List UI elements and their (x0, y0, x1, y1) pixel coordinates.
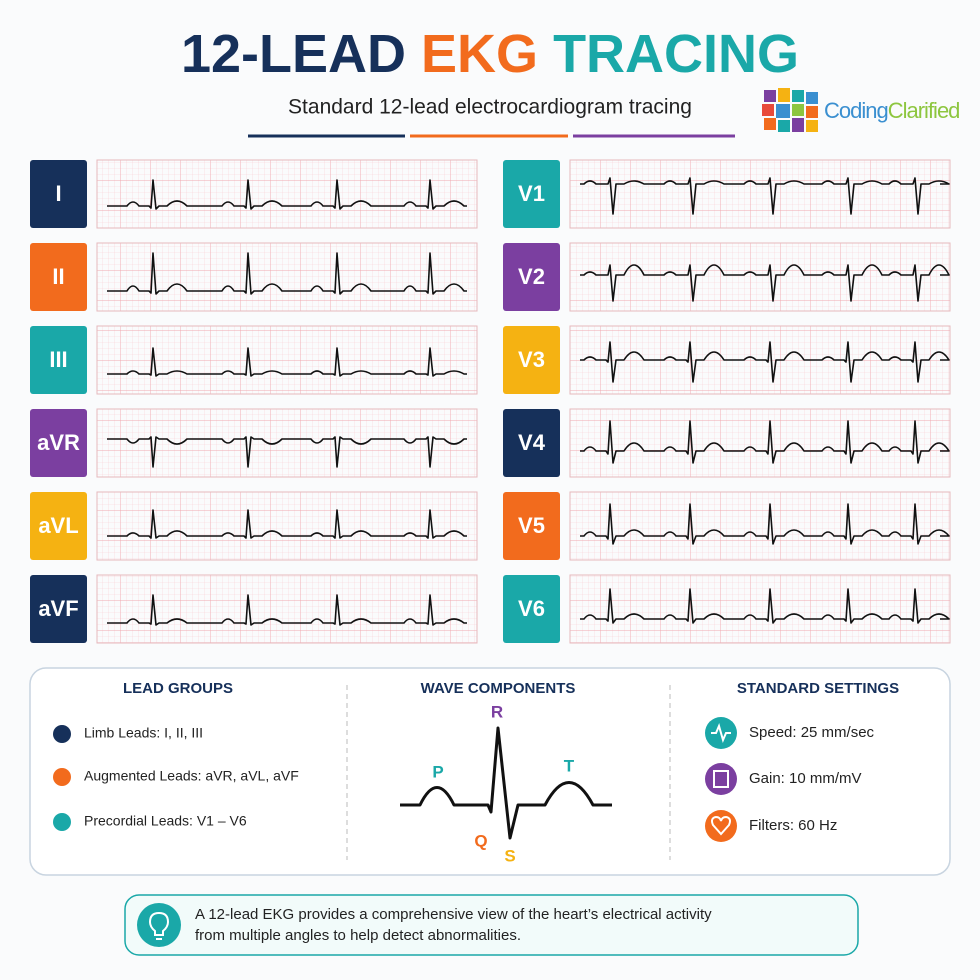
ekg-trace (580, 420, 950, 464)
section-title: LEAD GROUPS (123, 680, 233, 697)
title-part: 12-LEAD (181, 24, 406, 84)
logo-text: CodingClarified (824, 98, 959, 123)
ekg-trace (107, 594, 467, 626)
lead-label: aVL (38, 513, 78, 538)
lead-label-box (503, 492, 560, 560)
ekg-trace (107, 179, 467, 210)
lead-label: V1 (518, 181, 545, 206)
ekg-grid (96, 574, 478, 644)
lead-label: V6 (518, 596, 545, 621)
lead-label-box (30, 160, 87, 228)
setting-icon (705, 810, 737, 842)
footer-box (124, 894, 859, 956)
title-part: TRACING (553, 24, 799, 84)
wave-label: S (504, 846, 515, 865)
wave-label: R (491, 702, 503, 721)
lead-label-box (30, 243, 87, 311)
ekg-grid (569, 408, 951, 478)
ekg-trace (580, 264, 950, 302)
icon-glyph (148, 911, 170, 940)
lead-label-box (503, 575, 560, 643)
lead-label: V2 (518, 264, 545, 289)
lead-label-box (503, 160, 560, 228)
group-dot (53, 725, 71, 743)
ekg-grid (569, 242, 951, 312)
ekg-trace (107, 509, 467, 539)
setting-item: Gain: 10 mm/mV (749, 770, 862, 787)
ekg-trace (580, 341, 950, 383)
logo-part: Clarified (888, 98, 960, 123)
section-title: STANDARD SETTINGS (737, 680, 899, 697)
lead-label-box (503, 326, 560, 394)
ekg-trace (107, 436, 467, 468)
ekg-grid (96, 408, 478, 478)
ekg-grid (569, 574, 951, 644)
ekg-grid (96, 159, 478, 229)
group-item: Limb Leads: I, II, III (84, 725, 203, 741)
group-item: Augmented Leads: aVR, aVL, aVF (84, 768, 299, 784)
ekg-grid (569, 159, 951, 229)
group-dot (53, 768, 71, 786)
icon-glyph (713, 770, 729, 788)
wave-label: Q (474, 831, 487, 850)
lead-label-box (30, 575, 87, 643)
lead-label: III (49, 347, 67, 372)
logo-part: Coding (824, 98, 888, 123)
setting-item: Filters: 60 Hz (749, 817, 837, 834)
lead-label-box (503, 409, 560, 477)
section-title: WAVE COMPONENTS (421, 680, 576, 697)
wave-diagram (400, 726, 612, 840)
lead-label: I (55, 181, 61, 206)
lead-label-box (30, 326, 87, 394)
lead-label-box (30, 409, 87, 477)
footer-icon (137, 903, 181, 947)
lead-label: V3 (518, 347, 545, 372)
lead-label-box (503, 243, 560, 311)
lead-label: V4 (518, 430, 546, 455)
logo-mark (762, 88, 818, 132)
lead-label: aVR (37, 430, 80, 455)
ekg-trace (107, 252, 467, 295)
title-part: EKG (421, 24, 538, 84)
footer-text: A 12-lead EKG provides a comprehensive v… (195, 906, 712, 923)
wave-label: T (564, 756, 575, 775)
ekg-grid (96, 325, 478, 395)
icon-glyph (711, 723, 731, 743)
footer-text: from multiple angles to help detect abno… (195, 927, 521, 944)
lead-label: aVF (38, 596, 78, 621)
ekg-grid (96, 491, 478, 561)
ekg-trace (107, 347, 467, 377)
ekg-grid (569, 491, 951, 561)
setting-item: Speed: 25 mm/sec (749, 724, 875, 741)
lead-label: V5 (518, 513, 545, 538)
lead-label: II (52, 264, 64, 289)
wave-label: P (432, 762, 443, 781)
ekg-trace (580, 588, 950, 624)
lead-label-box (30, 492, 87, 560)
ekg-grid (96, 242, 478, 312)
icon-glyph (711, 815, 731, 836)
subtitle: Standard 12-lead electrocardiogram traci… (288, 96, 692, 119)
ekg-trace (580, 177, 950, 215)
group-item: Precordial Leads: V1 – V6 (84, 813, 247, 829)
group-dot (53, 813, 71, 831)
title: 12-LEAD EKG TRACING (181, 24, 799, 84)
ekg-trace (580, 503, 950, 545)
setting-icon (705, 763, 737, 795)
